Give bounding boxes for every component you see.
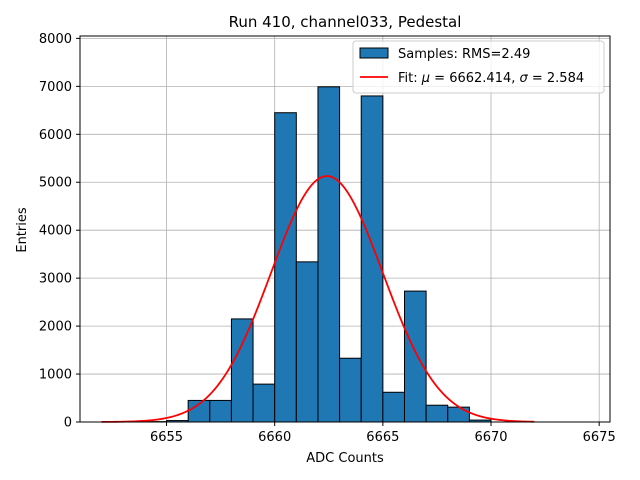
legend-fit-sigma-value: = 2.584 <box>528 71 584 86</box>
gaussian-fit-curve <box>101 175 535 423</box>
fit-curve-group <box>101 175 535 423</box>
histogram-bar <box>252 383 276 423</box>
x-tick-label: 6665 <box>366 430 399 445</box>
histogram-bar <box>360 95 384 423</box>
y-tick-label: 3000 <box>39 272 72 287</box>
y-tick-label: 4000 <box>39 224 72 239</box>
histogram-bar <box>295 261 319 423</box>
legend-histogram-label: Samples: RMS=2.49 <box>398 47 530 62</box>
legend: Samples: RMS=2.49 Fit: μ = 6662.414, σ =… <box>352 40 605 94</box>
x-axis-label: ADC Counts <box>306 451 384 466</box>
x-tick-label: 6660 <box>258 430 291 445</box>
y-tick-label: 8000 <box>39 32 72 47</box>
y-tick-label: 2000 <box>39 320 72 335</box>
histogram-bar <box>317 86 341 423</box>
legend-fit-label: Fit: μ = 6662.414, σ = 2.584 <box>398 71 584 86</box>
histogram-bar <box>425 404 449 423</box>
legend-fit-mu-symbol: μ <box>421 71 430 86</box>
legend-fit-mu-value: = 6662.414, <box>430 71 519 86</box>
chart-title: Run 410, channel033, Pedestal <box>229 13 462 31</box>
histogram-bar <box>382 391 405 423</box>
histogram-bar <box>403 290 427 423</box>
legend-fit-sigma-symbol: σ <box>520 71 529 86</box>
legend-histogram-swatch <box>359 47 389 59</box>
y-tick-label: 6000 <box>39 128 72 143</box>
x-tick-label: 6675 <box>583 430 616 445</box>
y-tick-label: 7000 <box>39 80 72 95</box>
x-tick-label: 6655 <box>150 430 183 445</box>
y-axis-label: Entries <box>15 207 30 253</box>
axes-frame <box>79 35 611 423</box>
legend-box <box>352 40 605 94</box>
y-tick-label: 0 <box>64 416 72 431</box>
x-axis-ticks: 6655 6660 6665 6670 6675 <box>150 422 616 445</box>
legend-fit-prefix: Fit: <box>398 71 422 86</box>
y-tick-label: 1000 <box>39 368 72 383</box>
y-axis-ticks: 0 1000 2000 3000 4000 5000 6000 7000 8000 <box>39 32 80 431</box>
histogram-bars <box>144 86 492 423</box>
histogram-bar <box>274 112 297 423</box>
histogram-bar <box>447 406 470 423</box>
histogram-bar <box>209 399 232 423</box>
histogram-bar <box>339 357 362 423</box>
histogram-bar <box>230 318 254 423</box>
x-tick-label: 6670 <box>474 430 507 445</box>
y-tick-label: 5000 <box>39 176 72 191</box>
